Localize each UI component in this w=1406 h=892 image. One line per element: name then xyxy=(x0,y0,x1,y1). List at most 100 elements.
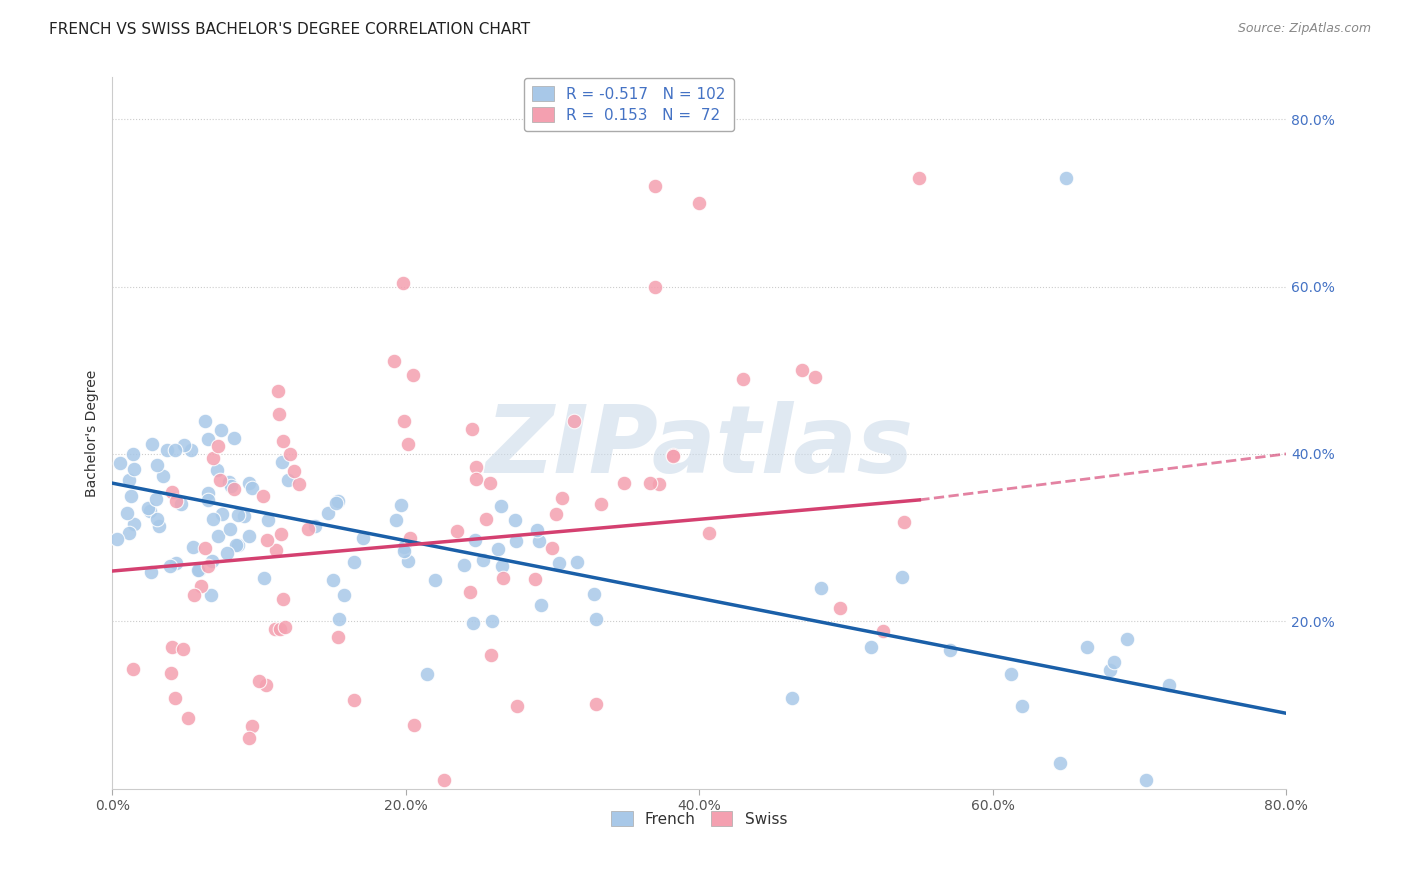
Point xyxy=(304,519,326,533)
Point xyxy=(197,432,219,446)
Text: Source: ZipAtlas.com: Source: ZipAtlas.com xyxy=(1237,22,1371,36)
Point xyxy=(190,579,212,593)
Point xyxy=(893,515,915,529)
Point xyxy=(271,454,294,468)
Point xyxy=(382,354,405,368)
Point xyxy=(219,479,242,493)
Point xyxy=(224,431,246,445)
Point xyxy=(148,519,170,533)
Point xyxy=(505,698,527,713)
Point xyxy=(325,496,347,510)
Point xyxy=(256,513,278,527)
Point xyxy=(181,540,204,554)
Point xyxy=(472,553,495,567)
Point xyxy=(165,442,187,457)
Point xyxy=(939,643,962,657)
Point xyxy=(146,511,169,525)
Point xyxy=(155,443,177,458)
Point xyxy=(890,570,912,584)
Point xyxy=(492,571,515,585)
Point xyxy=(647,476,669,491)
Point xyxy=(264,622,287,636)
Point xyxy=(644,179,666,194)
Point xyxy=(343,555,366,569)
Point xyxy=(481,614,503,628)
Point xyxy=(226,508,249,522)
Point xyxy=(326,631,349,645)
Point xyxy=(183,588,205,602)
Point xyxy=(479,648,502,662)
Point xyxy=(201,554,224,568)
Point xyxy=(1049,756,1071,770)
Point xyxy=(273,620,295,634)
Point xyxy=(219,522,242,536)
Point xyxy=(326,493,349,508)
Point xyxy=(152,468,174,483)
Point xyxy=(165,494,187,508)
Point xyxy=(333,588,356,602)
Point xyxy=(207,439,229,453)
Point xyxy=(197,558,219,573)
Point xyxy=(264,542,287,557)
Point xyxy=(662,450,685,464)
Point xyxy=(139,565,162,579)
Point xyxy=(548,556,571,570)
Point xyxy=(782,691,804,706)
Point xyxy=(343,693,366,707)
Point xyxy=(146,458,169,472)
Point xyxy=(385,513,408,527)
Point xyxy=(524,572,547,586)
Point xyxy=(392,540,415,554)
Point xyxy=(288,477,311,491)
Point xyxy=(529,534,551,549)
Point xyxy=(644,279,666,293)
Point xyxy=(172,641,194,656)
Point xyxy=(505,513,527,527)
Point xyxy=(283,464,305,478)
Point xyxy=(120,489,142,503)
Point xyxy=(173,438,195,452)
Point xyxy=(804,370,827,384)
Point xyxy=(297,522,319,536)
Point xyxy=(197,493,219,508)
Point xyxy=(218,475,240,489)
Point xyxy=(446,524,468,538)
Point xyxy=(1054,170,1077,185)
Point xyxy=(733,371,755,385)
Point xyxy=(1102,655,1125,669)
Y-axis label: Bachelor's Degree: Bachelor's Degree xyxy=(86,369,100,497)
Point xyxy=(908,170,931,185)
Point xyxy=(1011,699,1033,714)
Point xyxy=(464,533,486,548)
Point xyxy=(526,523,548,537)
Point xyxy=(273,434,295,448)
Point xyxy=(583,587,606,601)
Point xyxy=(277,473,299,487)
Point xyxy=(228,538,250,552)
Point xyxy=(159,559,181,574)
Point xyxy=(240,481,263,495)
Point xyxy=(396,437,419,451)
Point xyxy=(160,485,183,500)
Point xyxy=(217,546,239,560)
Text: FRENCH VS SWISS BACHELOR'S DEGREE CORRELATION CHART: FRENCH VS SWISS BACHELOR'S DEGREE CORREL… xyxy=(49,22,530,37)
Point xyxy=(252,489,274,503)
Point xyxy=(211,507,233,521)
Point xyxy=(209,473,232,487)
Point xyxy=(1000,666,1022,681)
Point xyxy=(238,476,260,491)
Point xyxy=(530,598,553,612)
Point xyxy=(256,678,278,692)
Point xyxy=(202,512,225,526)
Text: ZIPatlas: ZIPatlas xyxy=(485,401,914,493)
Point xyxy=(479,475,502,490)
Point xyxy=(209,423,232,437)
Point xyxy=(202,451,225,466)
Point xyxy=(461,421,484,435)
Point xyxy=(585,698,607,712)
Point xyxy=(160,666,183,681)
Point xyxy=(165,556,187,570)
Point xyxy=(567,556,589,570)
Point xyxy=(247,673,270,688)
Point xyxy=(322,573,344,587)
